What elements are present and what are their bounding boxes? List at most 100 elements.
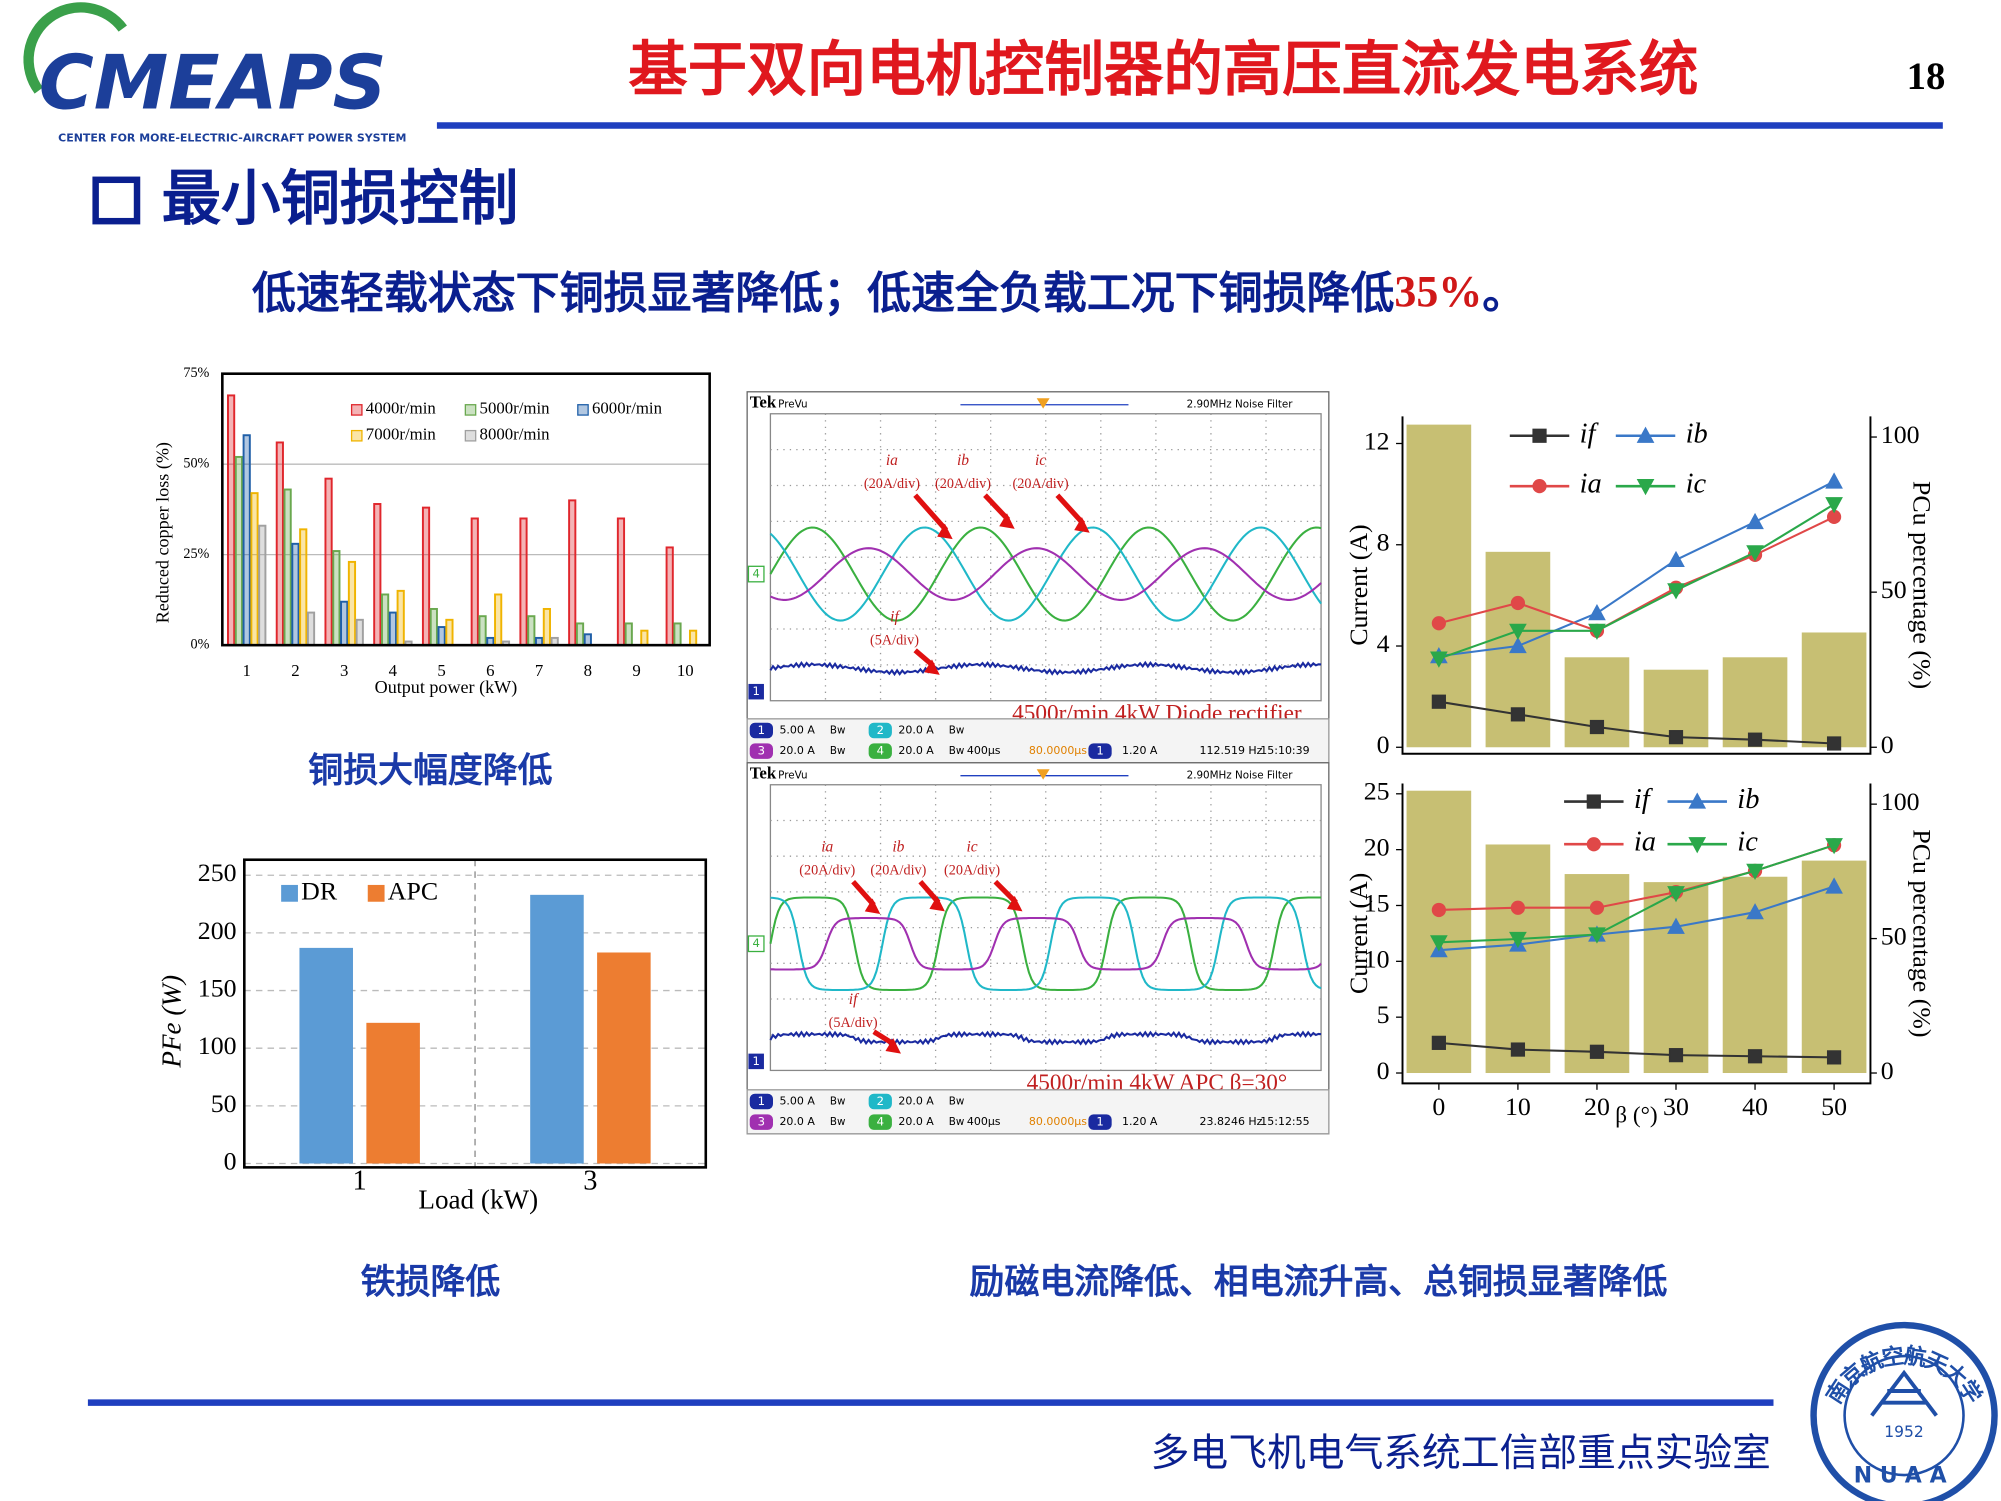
legend-label: 6000r/min <box>592 399 663 418</box>
annotation-arrow <box>983 493 1011 522</box>
bar <box>530 894 584 1164</box>
annotation-scale: (5A/div) <box>870 633 919 649</box>
bandwidth-label: Bw <box>949 724 965 736</box>
point <box>1431 1035 1446 1050</box>
x-tick-label: 50 <box>1821 1092 1847 1121</box>
status-value: 80.0000μs <box>1029 1115 1087 1128</box>
channel-badge-label: 3 <box>758 1115 765 1129</box>
waveform <box>770 916 1322 971</box>
annotation-label: ic <box>966 839 977 856</box>
annotation-scale: (20A/div) <box>1013 476 1069 492</box>
point <box>1588 603 1606 621</box>
bar <box>1406 790 1472 1074</box>
y2-tick-label: 50 <box>1881 922 1907 951</box>
summary-text: 低速轻载状态下铜损显著降低；低速全负载工况下铜损降低 <box>252 268 1394 319</box>
bandwidth-label: Bw <box>949 1095 965 1107</box>
bandwidth-label: Bw <box>830 724 846 736</box>
annotation-scale: (20A/div) <box>870 863 926 879</box>
annotation-scale: (20A/div) <box>799 863 855 879</box>
point <box>1532 428 1547 443</box>
plot-frame <box>1401 783 1872 1085</box>
bar <box>445 618 454 647</box>
x-tick-label: 9 <box>632 661 640 680</box>
y-tick-label: 0% <box>190 636 209 652</box>
point <box>1509 623 1527 640</box>
y2-tick-label: 100 <box>1881 787 1920 816</box>
slide-title: 基于双向电机控制器的高压直流发电系统 <box>628 36 1698 105</box>
scope-brand: Tek <box>750 763 777 782</box>
summary-end: 。 <box>1482 268 1526 319</box>
status-bar <box>746 718 1330 764</box>
annotation-arrowhead <box>1006 895 1023 912</box>
channel-badge <box>747 935 765 953</box>
channel-badge <box>1088 743 1112 759</box>
bar <box>429 607 438 647</box>
channel-badge-label: 1 <box>1096 744 1103 758</box>
y2-axis-label: PCu percentage (%) <box>1908 829 1937 1037</box>
point <box>1825 838 1843 855</box>
status-value: 1.20 A <box>1122 1115 1158 1128</box>
point <box>1688 837 1707 854</box>
bar <box>673 622 682 647</box>
plot-frame <box>1401 416 1872 755</box>
bar <box>291 542 300 647</box>
annotation-label: ib <box>957 452 969 469</box>
annotation-label: ia <box>821 839 833 856</box>
trigger <box>1036 769 1050 780</box>
footer: 多电飞机电气系统工信部重点实验室 <box>1151 1431 1771 1476</box>
bar <box>1406 424 1472 748</box>
bar <box>568 499 577 647</box>
line <box>1438 700 1835 745</box>
point <box>1586 794 1601 809</box>
waveform <box>769 526 1322 622</box>
x-tick-label: 10 <box>1505 1092 1531 1121</box>
bar <box>478 615 487 647</box>
legend-marker <box>464 404 477 416</box>
y-tick-label: 4 <box>1377 629 1390 658</box>
legend-label: 8000r/min <box>480 425 551 444</box>
point <box>1636 426 1655 443</box>
bullet <box>92 176 141 225</box>
logo: CMEAPS <box>39 39 387 127</box>
bar <box>665 546 674 647</box>
legend-label: DR <box>301 876 338 905</box>
point <box>1746 512 1764 530</box>
point <box>1667 886 1685 903</box>
annotation-arrowhead <box>937 523 953 540</box>
annotation-arrow <box>913 493 949 532</box>
legend-label: ia <box>1634 827 1656 858</box>
annotation-scale: (5A/div) <box>829 1015 878 1031</box>
legend-marker <box>281 884 298 902</box>
point <box>1825 877 1843 894</box>
point <box>1746 545 1764 562</box>
bar <box>421 506 431 647</box>
bar <box>332 550 341 647</box>
y-tick-label: 200 <box>198 916 237 945</box>
logo-subtitle: CENTER FOR MORE-ELECTRIC-AIRCRAFT POWER … <box>58 131 406 144</box>
point <box>1431 902 1446 918</box>
x-tick-label: 3 <box>340 661 348 680</box>
channel-badge <box>747 565 765 583</box>
point <box>1589 719 1605 735</box>
legend-marker <box>350 429 363 442</box>
point <box>1747 1049 1763 1064</box>
point <box>1668 1048 1684 1063</box>
legend-marker <box>577 404 589 416</box>
x-tick-label: 2 <box>291 661 299 680</box>
bar <box>299 947 353 1164</box>
status-value: 20.0 A <box>779 744 815 757</box>
bar <box>494 593 503 647</box>
annotation-label: if <box>849 991 860 1008</box>
point <box>1668 730 1684 745</box>
y-axis-label: Current (A) <box>1344 873 1373 994</box>
seal-inner <box>1843 1354 1965 1477</box>
bar <box>575 622 585 647</box>
bar <box>234 455 243 647</box>
channel-badge <box>749 743 773 759</box>
point <box>1431 616 1446 631</box>
status-value: 20.0 A <box>898 1094 934 1107</box>
legend-label: ic <box>1686 469 1707 500</box>
trigger <box>1036 398 1050 409</box>
point <box>1589 1044 1605 1059</box>
bandwidth-label: Bw <box>830 1116 846 1128</box>
